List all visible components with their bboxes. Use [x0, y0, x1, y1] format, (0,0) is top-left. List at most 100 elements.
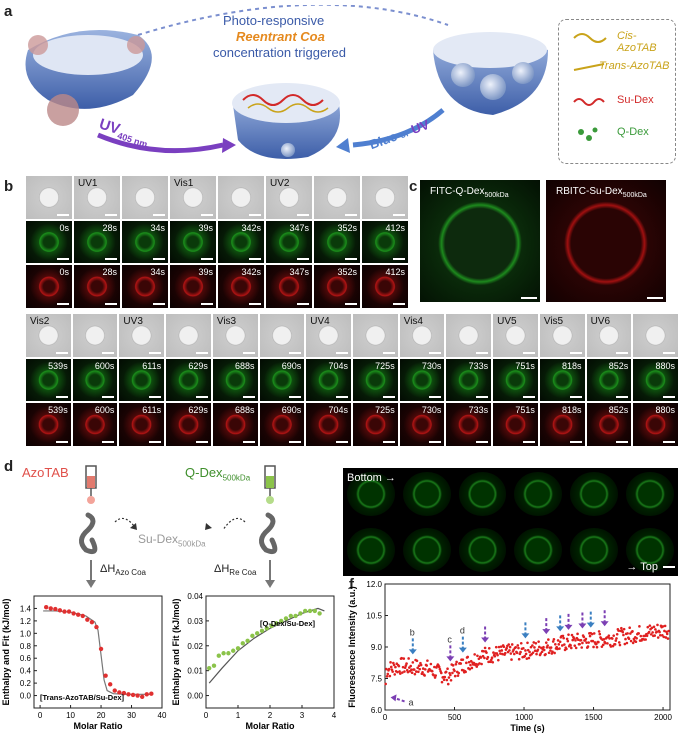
data-point: [80, 613, 85, 619]
scale-bar: [149, 441, 162, 443]
confocal-slice: [514, 472, 563, 516]
x-tick-label: 40: [158, 711, 167, 720]
data-point: [615, 637, 618, 640]
y-tick-label: 12.0: [366, 580, 382, 589]
annotation: [Trans-AzoTAB/Su-Dex]: [40, 693, 125, 702]
micrograph-red: 412s: [362, 265, 408, 308]
data-point: [126, 692, 131, 697]
scale-bar: [289, 441, 302, 443]
event-arrowhead: [481, 637, 490, 643]
event-label: b: [410, 627, 415, 637]
data-point: [402, 657, 406, 660]
data-point: [389, 665, 393, 669]
time-label: 0s: [59, 267, 69, 278]
data-point: [144, 692, 149, 697]
data-point: [578, 642, 581, 646]
syringe-right-icon: [264, 465, 276, 504]
data-point: [540, 650, 544, 654]
data-point: [429, 662, 433, 666]
data-point: [581, 641, 584, 645]
micrograph-bf: [166, 314, 211, 357]
y-tick-label: 0.6: [20, 654, 32, 663]
data-point: [283, 616, 289, 621]
confocal-slice: [570, 472, 619, 516]
frame-label: Vis3: [216, 316, 237, 327]
data-point: [666, 637, 670, 640]
data-point: [499, 652, 502, 655]
data-point: [579, 638, 583, 642]
data-point: [556, 647, 559, 651]
time-label: 818s: [562, 360, 582, 371]
micrograph-bf: [72, 314, 118, 357]
data-point: [648, 624, 652, 627]
data-point: [465, 661, 468, 665]
data-point: [288, 613, 293, 619]
data-point: [451, 664, 455, 667]
data-point: [112, 688, 117, 693]
time-label: 39s: [198, 267, 213, 278]
data-point: [562, 636, 565, 640]
time-label: 629s: [188, 405, 208, 416]
data-point: [592, 645, 595, 649]
y-tick-label: 0.2: [20, 679, 32, 688]
data-point: [512, 648, 515, 651]
micrograph-bf: [353, 314, 398, 357]
scale-bar: [476, 441, 489, 443]
y-tick-label: 0.01: [187, 667, 203, 676]
data-point: [474, 662, 478, 666]
confocal-slice: [626, 472, 674, 516]
data-point: [576, 632, 579, 636]
data-point: [451, 671, 454, 675]
confocal-slice: [347, 472, 395, 516]
micrograph-bf: UV6: [586, 314, 632, 357]
scale-bar: [242, 396, 255, 399]
data-point: [461, 658, 465, 661]
data-point: [398, 672, 402, 675]
y-tick-label: 1.4: [20, 604, 32, 613]
trans-azotab-icon: [573, 63, 605, 71]
y-tick-label: 0.02: [187, 642, 203, 651]
event-arrowhead: [408, 649, 417, 655]
data-point: [639, 634, 643, 638]
scale-bar: [429, 396, 442, 399]
x-tick-label: 1500: [585, 713, 603, 722]
panel-label-f: f: [349, 576, 354, 593]
scale-bar: [382, 441, 395, 443]
y-axis-label: Enthalpy and Fit (kJ/mol): [1, 598, 11, 705]
data-point: [537, 640, 540, 643]
micrograph-bf: Vis1: [170, 176, 216, 219]
data-point: [542, 645, 545, 649]
data-point: [472, 661, 476, 665]
data-point: [569, 644, 572, 647]
x-tick-label: 0: [38, 711, 43, 720]
micrograph-bf: UV2: [266, 176, 312, 219]
data-point: [637, 632, 641, 635]
micrograph-green: 704s: [306, 358, 351, 402]
panel-a-schematic: Photo-responsive Reentrant Coa concentra…: [18, 3, 678, 170]
micrograph-bf: [218, 176, 264, 219]
x-tick-label: 4: [332, 711, 337, 720]
scale-bar: [57, 213, 69, 216]
time-label: 412s: [385, 267, 405, 278]
data-point: [207, 665, 212, 671]
y-tick-label: 1.2: [20, 617, 32, 626]
confocal-slice: [458, 472, 507, 516]
data-point: [565, 637, 569, 641]
data-point: [446, 682, 450, 686]
data-point: [600, 645, 604, 648]
data-point: [542, 648, 546, 652]
scale-bar: [102, 396, 115, 399]
bowl-right: [433, 32, 548, 115]
rbitc-title: RBITC-Su-Dex: [556, 186, 623, 197]
event-arrowhead: [542, 629, 551, 635]
micrograph-red: 611s: [119, 403, 165, 446]
data-point: [497, 645, 501, 649]
data-point: [631, 630, 634, 633]
time-label: 725s: [375, 360, 395, 371]
data-point: [584, 637, 588, 641]
data-point: [240, 641, 245, 646]
data-point: [414, 670, 418, 673]
event-arrowhead: [578, 623, 587, 629]
data-point: [507, 643, 511, 646]
data-point: [391, 670, 394, 673]
